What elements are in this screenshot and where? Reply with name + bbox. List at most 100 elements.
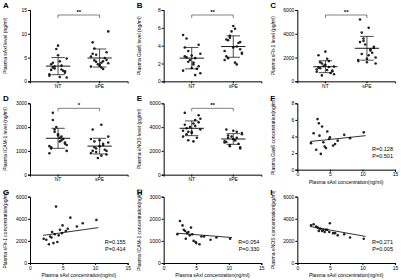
- tick-mark: [162, 103, 164, 104]
- panel: 0100020003000NTsPE*: [16, 100, 128, 182]
- axis-line: [164, 175, 262, 177]
- data-point: [59, 229, 62, 232]
- panel: 0100020003000051015R=0.054P=0.330: [150, 194, 265, 271]
- data-point: [321, 74, 324, 77]
- tick-mark: [295, 10, 297, 11]
- tick-label: 10: [21, 31, 27, 37]
- tick: 0: [296, 263, 299, 271]
- tick-label: 15: [21, 7, 27, 13]
- tick-mark: [162, 10, 164, 11]
- panel: 051015NTsPE**: [21, 7, 128, 89]
- annotation: **: [210, 9, 215, 15]
- tick-label: 0: [296, 171, 299, 177]
- data-point: [241, 52, 244, 55]
- data-point: [61, 224, 64, 227]
- data-point: [182, 69, 185, 72]
- tick-label: 0: [292, 260, 295, 266]
- tick-label: 10: [226, 265, 232, 271]
- data-point: [91, 41, 94, 44]
- tick-mark: [295, 137, 297, 138]
- error-bar-cap: [227, 133, 241, 134]
- tick: 2000: [150, 148, 164, 154]
- tick: 0: [24, 78, 30, 84]
- tick: 0: [24, 172, 30, 178]
- tick-label: 8: [158, 7, 161, 13]
- tick: 10: [93, 263, 99, 271]
- axis-line: [298, 170, 396, 172]
- data-point: [362, 37, 365, 40]
- axis-line: [31, 82, 129, 84]
- data-point: [367, 54, 370, 57]
- x-axis-title: Plasma sAxl concentration(ng/ml): [309, 272, 384, 278]
- fit-line: [310, 227, 365, 237]
- y-axis-title: Plasma sAxl level (ng/ml): [2, 17, 8, 73]
- data-point: [239, 146, 242, 149]
- error-bar-cap: [51, 148, 65, 149]
- data-point: [374, 56, 377, 59]
- panel-label: B: [137, 1, 143, 10]
- tick-mark: [295, 120, 297, 121]
- data-point: [336, 139, 339, 142]
- data-point: [107, 62, 110, 65]
- tick-label: 15: [125, 265, 131, 271]
- tick: 6000: [283, 194, 297, 200]
- error-bar-stem: [58, 58, 59, 75]
- significance-bracket: [58, 15, 100, 18]
- data-point: [53, 67, 56, 70]
- significance-bracket: [192, 15, 234, 18]
- tick-label: 15: [259, 265, 265, 271]
- x-axis: NTsPE: [298, 81, 396, 89]
- y-axis-title: Plasma eNOS concentration(pg/ml): [270, 190, 276, 269]
- data-point: [93, 140, 96, 143]
- error-bar: [51, 128, 65, 148]
- x-axis: NTsPE: [164, 81, 262, 89]
- data-point: [60, 139, 63, 142]
- data-point: [197, 43, 200, 46]
- tick: 5: [329, 170, 332, 178]
- data-point: [182, 129, 185, 132]
- data-point: [192, 140, 195, 143]
- tick-label: 1000: [150, 238, 161, 244]
- y-axis: 0200040006000: [16, 194, 31, 266]
- data-point: [64, 141, 67, 144]
- tick-label: 6: [292, 117, 295, 123]
- data-point: [331, 69, 334, 72]
- panel-label: A: [3, 1, 9, 10]
- y-axis: 0200040006000: [150, 100, 165, 177]
- tick: 2: [292, 150, 298, 156]
- figure: 0 5 10 15 NTsPE ** A Plasma sAxl level (ng/ml) 0…: [0, 0, 401, 280]
- tick-label: 3000: [16, 100, 27, 106]
- data-point: [326, 57, 329, 60]
- tick: 4000: [283, 216, 297, 222]
- tick-label: 0: [29, 265, 32, 271]
- data-point: [185, 133, 188, 136]
- tick-mark: [28, 175, 30, 176]
- tick: 2000: [283, 55, 297, 61]
- data-point: [328, 60, 331, 63]
- data-point: [65, 57, 68, 60]
- tick-label: 2: [158, 61, 161, 67]
- tick-label: 4000: [16, 216, 27, 222]
- plot-area: [180, 25, 246, 77]
- data-point: [199, 72, 202, 75]
- error-bar: [319, 61, 333, 73]
- data-point: [50, 69, 53, 72]
- annotation: R=0.054: [238, 239, 259, 245]
- plot-area: [310, 222, 366, 240]
- tick: 4000: [16, 216, 30, 222]
- y-axis-title: Plasma eNOS level (pg/ml): [136, 109, 142, 170]
- tick: 3000: [16, 100, 30, 106]
- data-point: [319, 61, 322, 64]
- data-point: [360, 53, 363, 56]
- y-axis-title: Plasma ICAM-1 concentration(ng/ml): [136, 189, 142, 271]
- data-point: [229, 36, 232, 39]
- data-point: [359, 41, 362, 44]
- data-point: [90, 138, 93, 141]
- data-point: [362, 40, 365, 43]
- data-point: [329, 222, 332, 225]
- data-point: [194, 125, 197, 128]
- data-point: [198, 243, 201, 246]
- tick: 5: [24, 55, 30, 61]
- data-point: [95, 151, 98, 154]
- data-point: [91, 150, 94, 153]
